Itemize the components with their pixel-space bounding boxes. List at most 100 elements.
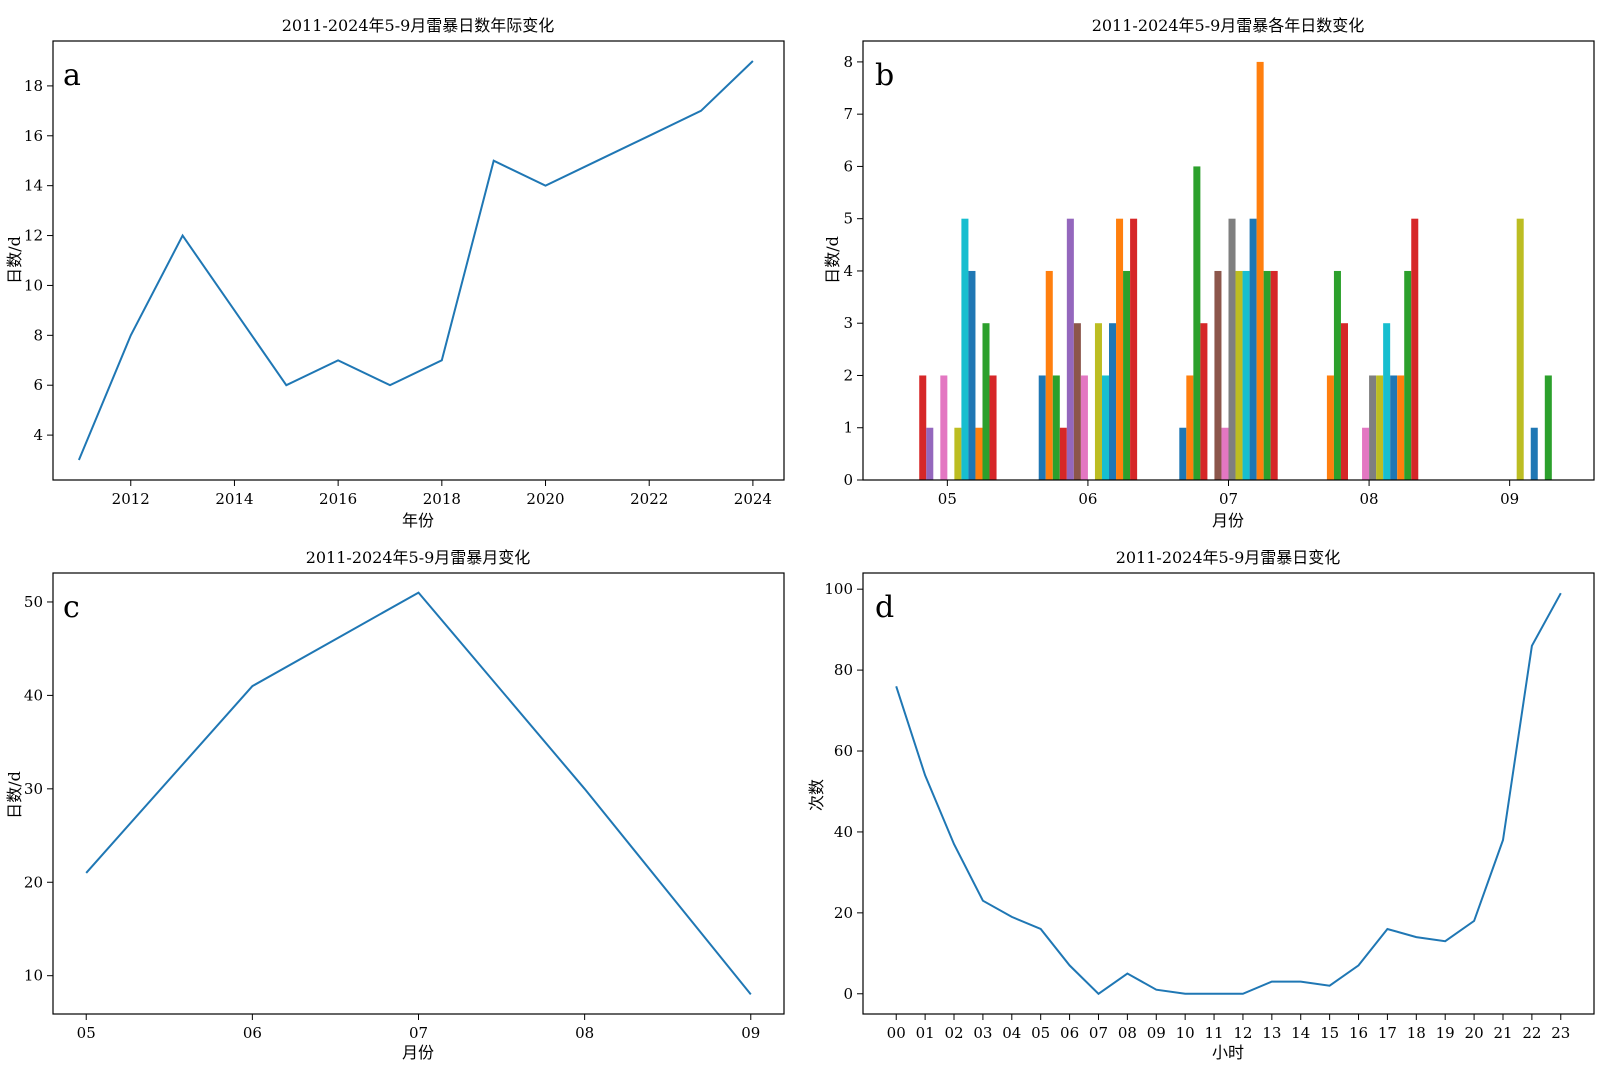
panel-d-ytick-label: 40 [834,823,853,841]
panel-d-xtick-label: 17 [1378,1024,1397,1042]
panel-b-bar [1242,270,1250,480]
panel-a-xtick-label: 2022 [630,490,668,508]
panel-b-ytick-label: 8 [843,53,853,71]
panel-b-bar [1080,375,1088,480]
panel-a-plot: 4 6 8 10 12 14 16 18 2012 2014 2016 2018 2020 2022 202… [24,60,772,508]
panel-b-bar [989,375,997,480]
panel-a-ytick-label: 6 [33,376,43,394]
panel-d-ytick-label: 100 [824,580,853,598]
panel-b-xtick-label: 06 [1078,490,1097,508]
panel-b-bar [1326,375,1334,480]
panel-b-bar [1383,323,1391,480]
panel-d-xtick-label: 20 [1465,1024,1484,1042]
panel-b-bar [1333,270,1341,480]
panel-c-letter: c [63,590,80,625]
panel-d-plot: 0 20 40 60 80 100 00 01 02 03 04 05 06 07 08 09 10 11 12 13… [824,580,1570,1042]
panel-c-xtick-label: 06 [243,1024,262,1042]
panel-d: 2011-2024年5-9月雷暴日变化 0 20 40 60 80 100 00 01 02 03… [807,548,1595,1062]
panel-d-xtick-label: 22 [1522,1024,1541,1042]
panel-b-bar [1179,427,1187,480]
panel-b-bar [1059,427,1067,480]
panel-b-bar [1390,375,1398,480]
panel-b-bar [1109,323,1117,480]
panel-c-ytick-label: 50 [24,593,43,611]
panel-a-xtick-label: 2024 [734,490,772,508]
panel-b-xtick-label: 07 [1219,490,1238,508]
panel-b-bar [1516,218,1524,480]
panel-d-xtick-label: 18 [1407,1024,1426,1042]
panel-c-title: 2011-2024年5-9月雷暴月变化 [306,548,531,567]
panel-b-bar [919,375,927,480]
panel-b-bar [1066,218,1074,480]
panel-b-bar [1256,61,1264,481]
panel-d-xtick-label: 07 [1089,1024,1108,1042]
panel-d-xtick-label: 01 [916,1024,935,1042]
panel-b-ytick-label: 2 [843,366,853,384]
panel-b-bar [1404,270,1412,480]
panel-a-ytick-label: 14 [24,177,43,195]
panel-b-bar [1397,375,1405,480]
panel-d-xtick-label: 04 [1002,1024,1021,1042]
panel-a-ytick-label: 12 [24,227,43,245]
panel-b-xtick-label: 05 [938,490,957,508]
panel-a-series-line [77,60,754,461]
panel-d-xtick-label: 00 [887,1024,906,1042]
panel-d-series-line [895,592,1562,996]
panel-b-ylabel: 日数/d [823,236,842,284]
panel-c-xlabel: 月份 [402,1043,434,1062]
panel-c-ylabel: 日数/d [5,771,24,819]
panel-b-xlabel: 月份 [1212,511,1244,530]
panel-a-ytick-label: 8 [33,326,43,344]
panel-b-bar [940,375,948,480]
panel-b-bar [1038,375,1046,480]
panel-a-xtick-label: 2012 [112,490,150,508]
panel-d-xtick-label: 19 [1436,1024,1455,1042]
panel-b-letter: b [875,58,894,93]
panel-a-ytick-label: 16 [24,127,43,145]
panel-d-ytick-label: 20 [834,904,853,922]
panel-b-bar [1530,427,1538,480]
panel-a-ytick-label: 10 [24,276,43,294]
panel-b-bar [1101,375,1110,480]
panel-c-xtick-label: 08 [575,1024,594,1042]
panel-b-ytick-label: 0 [843,471,853,489]
panel-a-frame [52,40,785,481]
panel-c-series-line [85,591,752,996]
panel-c-frame [52,572,785,1015]
panel-b-bar [1362,427,1370,480]
panel-b-ytick-label: 4 [843,262,853,280]
panel-b-bar [1045,270,1053,480]
panel-b-bar [1193,166,1201,480]
panel-b-bar [1369,375,1377,480]
panel-d-xtick-label: 06 [1060,1024,1079,1042]
panel-d-xtick-label: 02 [944,1024,963,1042]
panel-a-ylabel: 日数/d [5,236,24,284]
panel-b-bar [1249,218,1257,480]
panel-d-xtick-label: 16 [1349,1024,1368,1042]
panel-d-xtick-label: 14 [1291,1024,1310,1042]
panel-b-bar [1116,218,1124,480]
panel-b-bar [1340,323,1348,480]
panel-b-bar [1221,427,1229,480]
panel-d-xtick-label: 12 [1233,1024,1252,1042]
panel-b-bar [975,427,983,480]
panel-d-xtick-label: 21 [1493,1024,1512,1042]
panel-b-bar [1130,218,1138,480]
panel-d-title: 2011-2024年5-9月雷暴日变化 [1116,548,1341,567]
panel-a-ytick-label: 4 [33,426,43,444]
panel-d-xtick-label: 05 [1031,1024,1050,1042]
panel-d-xtick-label: 03 [973,1024,992,1042]
panel-d-xtick-label: 23 [1551,1024,1570,1042]
panel-b-bar [1073,323,1081,480]
panel-a-title: 2011-2024年5-9月雷暴日数年际变化 [282,16,555,35]
panel-c-ytick-label: 40 [24,686,43,704]
panel-d-xtick-label: 11 [1205,1024,1224,1042]
panel-d-ylabel: 次数 [807,779,826,811]
panel-b-title: 2011-2024年5-9月雷暴各年日数变化 [1092,16,1365,35]
panel-b-ytick-label: 6 [843,157,853,175]
panel-d-xtick-label: 08 [1118,1024,1137,1042]
panel-b-bar [926,427,934,480]
panel-a-xtick-label: 2020 [526,490,564,508]
panel-b-bar [954,427,962,480]
panel-b-ytick-label: 1 [843,419,853,437]
